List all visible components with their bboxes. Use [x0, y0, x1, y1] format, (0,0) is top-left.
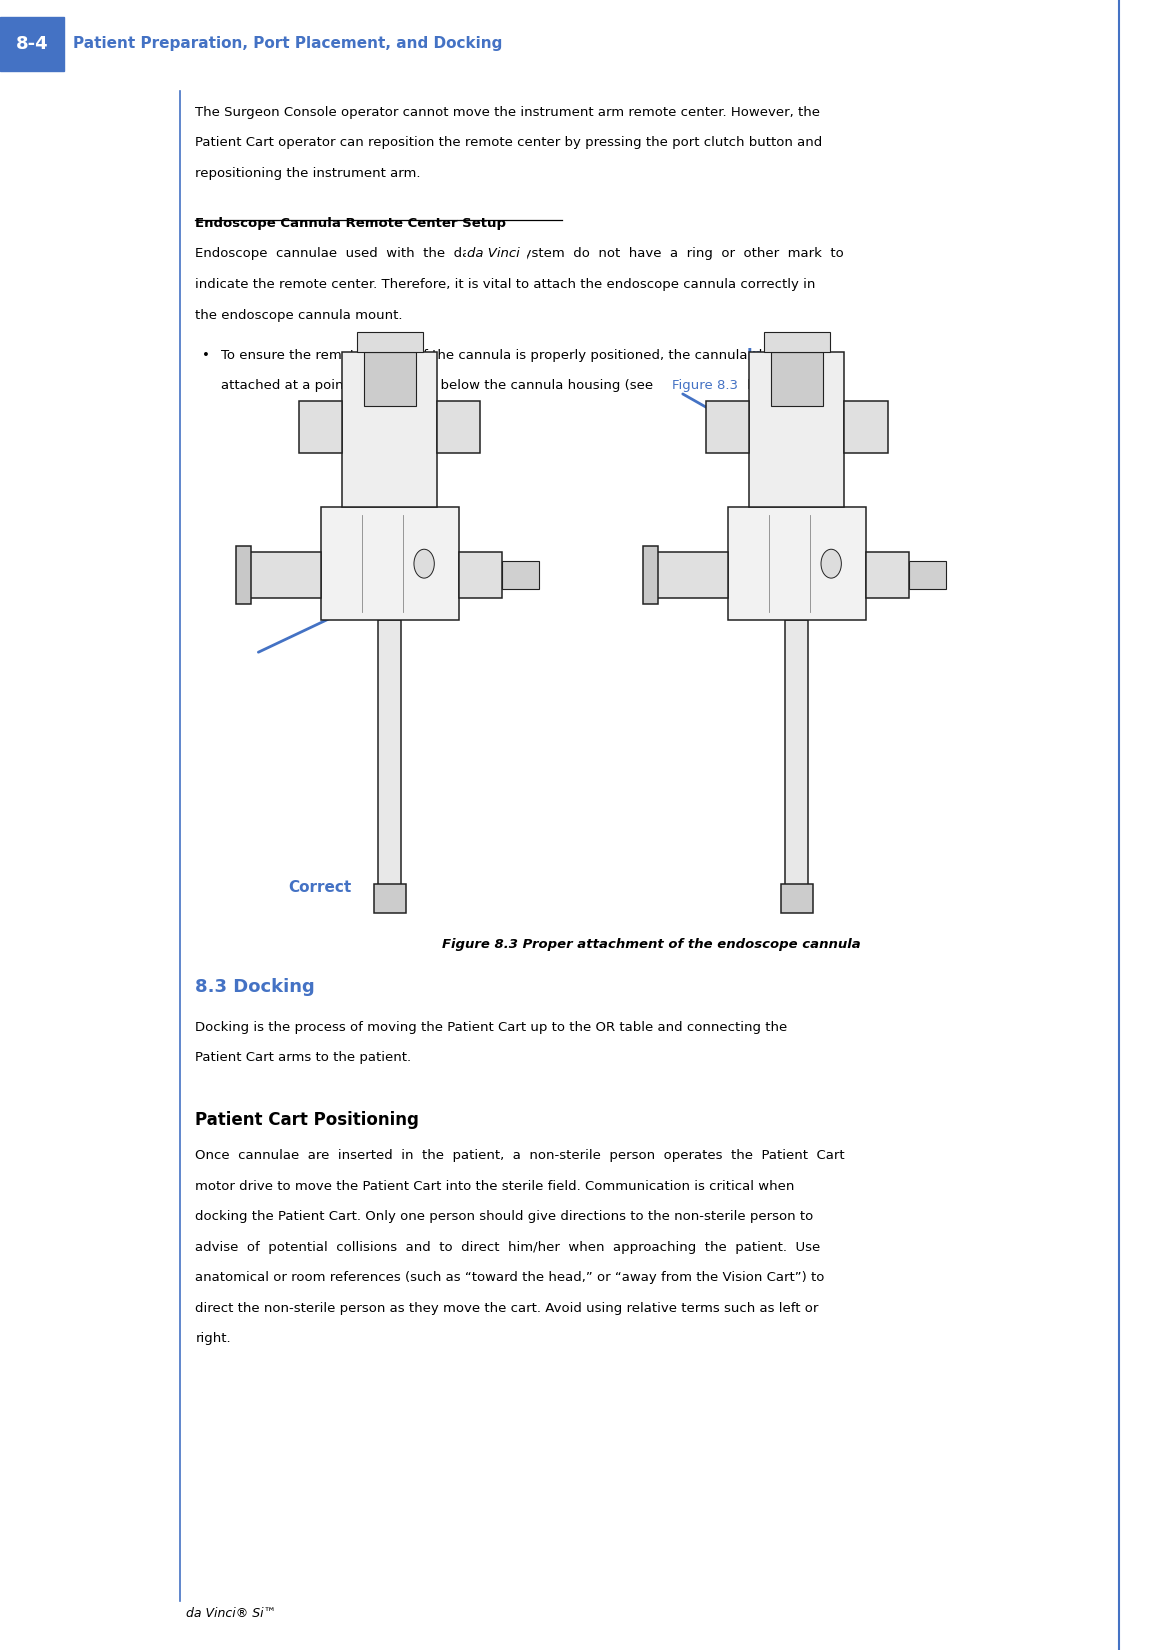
- Text: Patient Preparation, Port Placement, and Docking: Patient Preparation, Port Placement, and…: [73, 36, 502, 51]
- Text: direct the non-sterile person as they move the cart. Avoid using relative terms : direct the non-sterile person as they mo…: [195, 1302, 819, 1315]
- Bar: [378, 620, 401, 888]
- Text: Figure 8.3: Figure 8.3: [671, 380, 737, 393]
- Bar: [458, 553, 502, 597]
- Text: motor drive to move the Patient Cart into the sterile field. Communication is cr: motor drive to move the Patient Cart int…: [195, 1180, 794, 1193]
- Text: Endoscope  cannulae  used  with  the  da Vinci  System  do  not  have  a  ring  : Endoscope cannulae used with the da Vinc…: [195, 248, 844, 261]
- Bar: [780, 884, 813, 912]
- Bar: [373, 884, 406, 912]
- Text: Patient Cart arms to the patient.: Patient Cart arms to the patient.: [195, 1051, 412, 1064]
- Bar: [749, 351, 844, 507]
- Text: da Vinci® Si™: da Vinci® Si™: [186, 1607, 276, 1620]
- Bar: [321, 507, 458, 620]
- Text: anatomical or room references (such as “toward the head,” or “away from the Visi: anatomical or room references (such as “…: [195, 1270, 825, 1284]
- Text: the endoscope cannula mount.: the endoscope cannula mount.: [195, 309, 402, 322]
- Bar: [342, 351, 437, 507]
- Text: Figure 8.3 Proper attachment of the endoscope cannula: Figure 8.3 Proper attachment of the endo…: [442, 937, 861, 950]
- Text: Correct: Correct: [288, 879, 351, 896]
- Text: attached at a point immediately below the cannula housing (see: attached at a point immediately below th…: [221, 380, 657, 393]
- Text: Endoscope Cannula Remote Center Setup: Endoscope Cannula Remote Center Setup: [195, 216, 506, 229]
- Bar: [502, 561, 538, 589]
- Bar: [248, 553, 321, 597]
- Text: right.: right.: [195, 1332, 231, 1345]
- Text: •: •: [202, 348, 211, 361]
- Circle shape: [414, 549, 434, 578]
- Text: Patient Cart Positioning: Patient Cart Positioning: [195, 1110, 419, 1129]
- Bar: [785, 620, 808, 888]
- Text: advise  of  potential  collisions  and  to  direct  him/her  when  approaching  : advise of potential collisions and to di…: [195, 1241, 821, 1254]
- Bar: [643, 546, 658, 604]
- Bar: [728, 507, 865, 620]
- Text: da Vinci: da Vinci: [468, 248, 520, 261]
- Text: Docking is the process of moving the Patient Cart up to the OR table and connect: Docking is the process of moving the Pat…: [195, 1020, 787, 1033]
- Text: docking the Patient Cart. Only one person should give directions to the non-ster: docking the Patient Cart. Only one perso…: [195, 1209, 814, 1223]
- Text: Once  cannulae  are  inserted  in  the  patient,  a  non-sterile  person  operat: Once cannulae are inserted in the patien…: [195, 1148, 846, 1162]
- Bar: [364, 351, 415, 406]
- Text: indicate the remote center. Therefore, it is vital to attach the endoscope cannu: indicate the remote center. Therefore, i…: [195, 277, 815, 290]
- Text: Patient Cart operator can reposition the remote center by pressing the port clut: Patient Cart operator can reposition the…: [195, 135, 822, 148]
- Text: The Surgeon Console operator cannot move the instrument arm remote center. Howev: The Surgeon Console operator cannot move…: [195, 106, 820, 119]
- Text: below).: below).: [743, 380, 797, 393]
- Bar: [195, 426, 1111, 929]
- Bar: [0, 16, 64, 71]
- Text: To ensure the remote center of the cannula is properly positioned, the cannula s: To ensure the remote center of the cannu…: [221, 348, 816, 361]
- Text: Incorrect: Incorrect: [747, 348, 823, 363]
- Text: repositioning the instrument arm.: repositioning the instrument arm.: [195, 167, 421, 180]
- Text: 8-4: 8-4: [15, 35, 49, 53]
- Bar: [299, 401, 342, 452]
- Bar: [437, 401, 480, 452]
- Bar: [909, 561, 946, 589]
- Bar: [466, 246, 526, 276]
- Text: 8.3 Docking: 8.3 Docking: [195, 977, 315, 995]
- Bar: [655, 553, 728, 597]
- Bar: [771, 351, 822, 406]
- Circle shape: [821, 549, 841, 578]
- Bar: [236, 546, 251, 604]
- Bar: [764, 332, 829, 351]
- Bar: [865, 553, 909, 597]
- Bar: [706, 401, 749, 452]
- Bar: [357, 332, 422, 351]
- Bar: [844, 401, 887, 452]
